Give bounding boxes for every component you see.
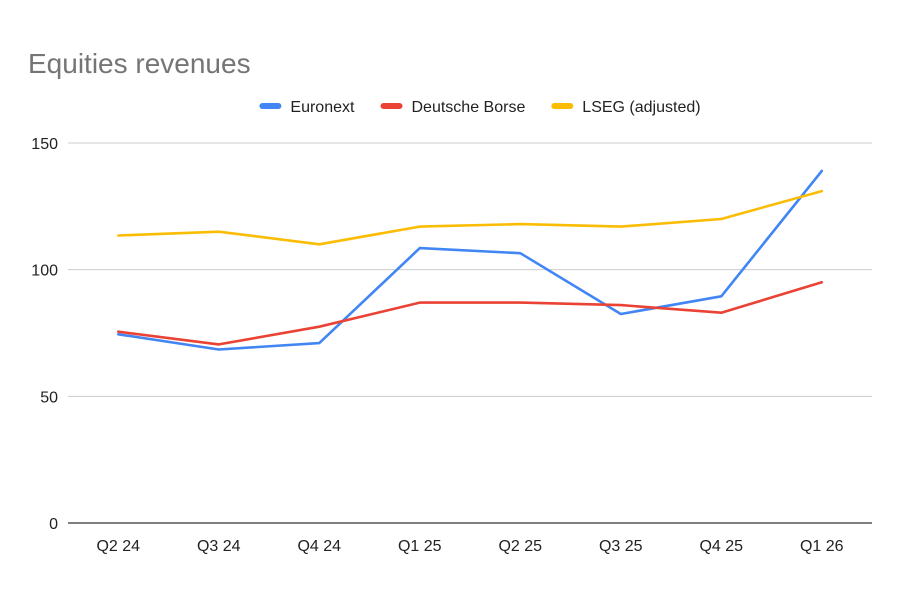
series-line-euronext	[117, 169, 824, 351]
y-tick-label: 50	[40, 389, 58, 406]
x-tick-label: Q2 25	[498, 538, 542, 555]
legend-label: LSEG (adjusted)	[582, 99, 700, 116]
legend-label: Euronext	[290, 99, 355, 116]
y-axis-ticks: 0 50 100 150	[31, 136, 58, 533]
x-axis-ticks: Q2 24 Q3 24 Q4 24 Q1 25 Q2 25 Q3 25 Q4 25 Q1 26	[96, 538, 843, 555]
x-tick-label: Q4 24	[297, 538, 341, 555]
legend-label: Deutsche Borse	[412, 99, 526, 116]
y-tick-label: 150	[31, 136, 58, 153]
y-tick-label: 0	[49, 516, 58, 533]
legend-item: Deutsche Borse	[380, 99, 526, 116]
legend-item: Euronext	[259, 99, 355, 116]
chart-title: Equities revenues	[28, 48, 251, 79]
series-line-deutsche-borse	[117, 280, 824, 346]
x-tick-label: Q1 25	[398, 538, 442, 555]
y-tick-label: 100	[31, 263, 58, 280]
x-tick-label: Q3 24	[197, 538, 241, 555]
legend-swatch	[259, 103, 282, 109]
x-tick-label: Q4 25	[699, 538, 743, 555]
gridlines	[68, 142, 872, 397]
series-line-lseg-adjusted	[117, 189, 824, 246]
legend-swatch	[551, 103, 574, 109]
x-tick-label: Q1 26	[800, 538, 844, 555]
legend-item: LSEG (adjusted)	[551, 99, 701, 116]
x-tick-label: Q3 25	[599, 538, 643, 555]
legend-swatch	[380, 103, 403, 109]
legend: Euronext Deutsche Borse LSEG (adjusted)	[259, 99, 701, 116]
x-tick-label: Q2 24	[96, 538, 140, 555]
series-lines	[117, 169, 824, 351]
